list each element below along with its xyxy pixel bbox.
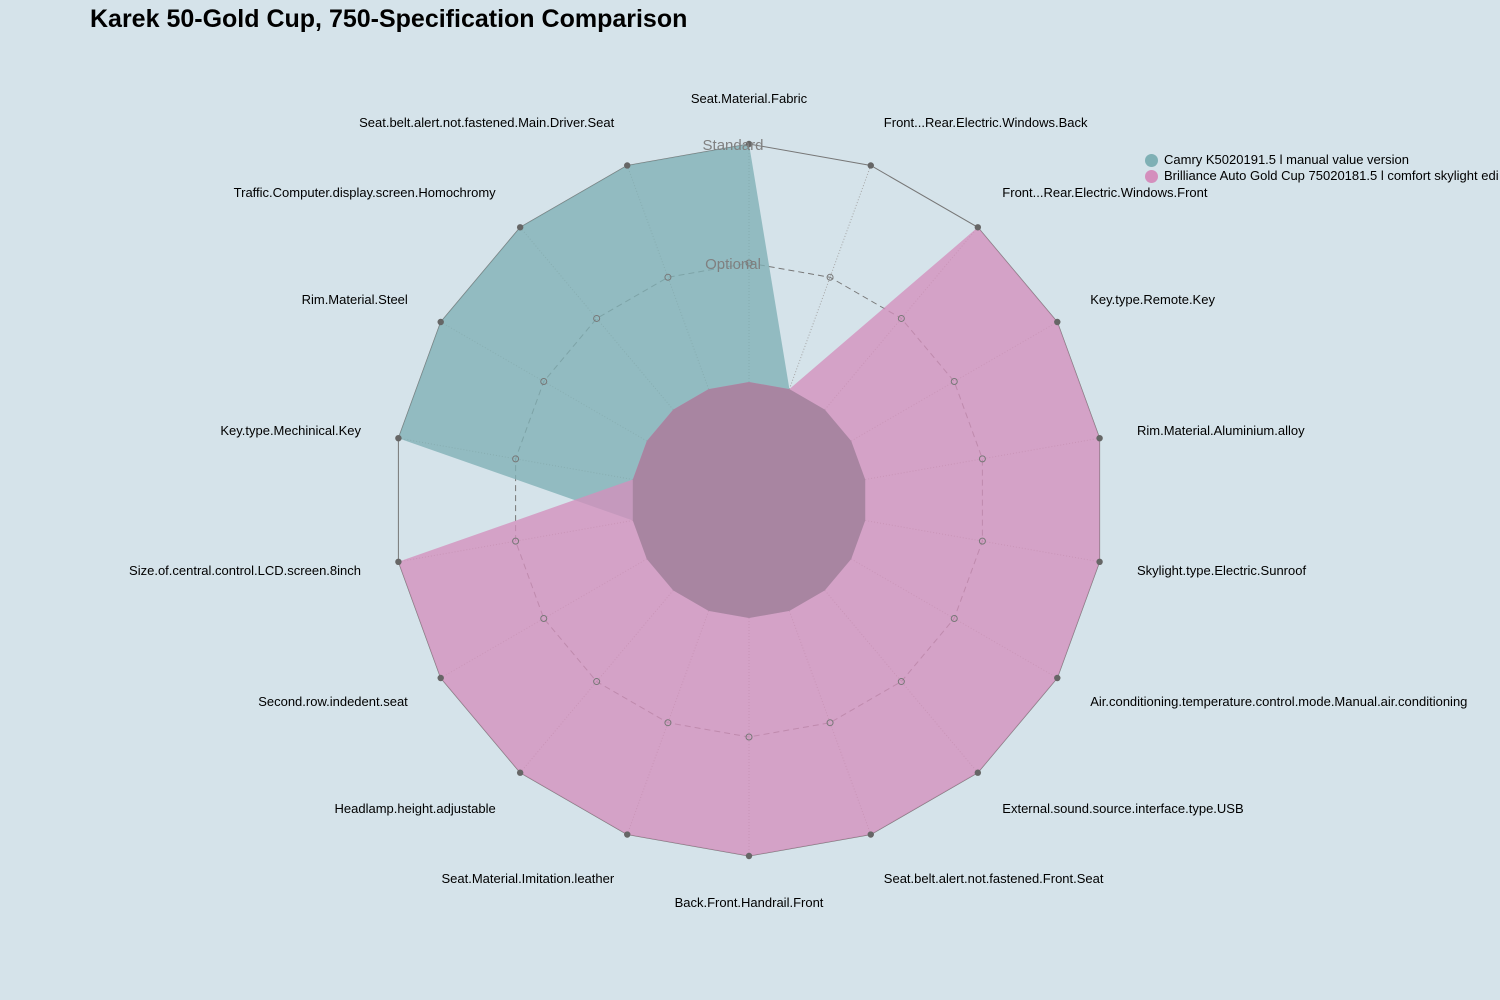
axis-label: External.sound.source.interface.type.USB — [1002, 801, 1243, 816]
grid-point-optional — [950, 615, 958, 622]
grid-point-optional — [978, 455, 986, 463]
grid-point-optional — [540, 615, 548, 622]
grid-point-standard — [437, 318, 444, 326]
grid-point-standard — [1096, 434, 1103, 442]
legend-swatch-series-1 — [1145, 153, 1158, 167]
grid-point-standard — [867, 162, 874, 169]
grid-point-standard — [516, 769, 524, 776]
axis-label: Front...Rear.Electric.Windows.Back — [884, 115, 1088, 130]
grid-point-standard — [624, 162, 631, 169]
grid-point-standard — [745, 140, 753, 148]
legend-swatch-series-2 — [1145, 169, 1158, 183]
grid-point-optional — [897, 314, 905, 322]
level-label-standard: Standard — [703, 137, 764, 154]
axis-label: Second.row.indedent.seat — [258, 694, 408, 709]
axis-label: Rim.Material.Aluminium.alloy — [1137, 423, 1305, 438]
axis-label: Seat.Material.Imitation.leather — [441, 871, 614, 886]
grid-point-optional — [593, 314, 601, 322]
axis-label: Skylight.type.Electric.Sunroof — [1137, 563, 1306, 578]
grid-point-standard — [624, 831, 631, 838]
grid-point-optional — [512, 537, 520, 545]
grid-point-standard — [1054, 318, 1061, 326]
grid-point-optional — [664, 273, 672, 281]
axis-label: Traffic.Computer.display.screen.Homochro… — [234, 185, 497, 200]
grid-point-optional — [540, 378, 548, 385]
level-label-optional: Optional — [705, 256, 761, 273]
chart-title: Karek 50-Gold Cup, 750-Specification Com… — [90, 5, 688, 33]
axis-label: Key.type.Mechinical.Key — [220, 423, 361, 438]
grid-point-optional — [950, 378, 958, 385]
grid-point-optional — [826, 273, 834, 281]
legend-label-series-2: Brilliance Auto Gold Cup 75020181.5 l co… — [1164, 168, 1499, 183]
grid-spoke — [788, 165, 872, 390]
grid-point-optional — [593, 678, 601, 686]
axis-label: Seat.Material.Fabric — [691, 91, 808, 106]
axis-label: Seat.belt.alert.not.fastened.Front.Seat — [884, 871, 1104, 886]
axis-label: Back.Front.Handrail.Front — [675, 895, 824, 910]
axis-label: Size.of.central.control.LCD.screen.8inch — [129, 563, 361, 578]
grid-point-standard — [395, 558, 402, 566]
axis-label: Headlamp.height.adjustable — [335, 801, 496, 816]
grid-point-standard — [974, 224, 982, 231]
axis-label: Seat.belt.alert.not.fastened.Main.Driver… — [359, 115, 614, 130]
legend-item-series-2: Brilliance Auto Gold Cup 75020181.5 l co… — [1145, 168, 1499, 184]
grid-point-optional — [978, 537, 986, 545]
grid-point-standard — [1054, 674, 1061, 682]
grid-point-standard — [974, 769, 982, 776]
grid-point-standard — [395, 434, 402, 442]
axis-label: Key.type.Remote.Key — [1090, 292, 1215, 307]
legend-item-series-1: Camry K5020191.5 l manual value version — [1145, 152, 1499, 168]
grid-point-standard — [1096, 558, 1103, 566]
grid-point-optional — [826, 719, 834, 727]
grid-point-standard — [516, 224, 524, 231]
legend: Camry K5020191.5 l manual value version … — [1145, 152, 1499, 184]
grid-point-optional — [664, 719, 672, 727]
inner-hole — [632, 382, 866, 618]
grid-point-optional — [745, 733, 753, 741]
grid-point-optional — [512, 455, 520, 463]
grid-point-standard — [745, 852, 753, 860]
grid-point-optional — [745, 259, 753, 267]
grid-point-optional — [897, 678, 905, 686]
axis-label: Air.conditioning.temperature.control.mod… — [1090, 694, 1467, 709]
grid-point-standard — [437, 674, 444, 682]
legend-label-series-1: Camry K5020191.5 l manual value version — [1164, 152, 1409, 167]
grid-point-standard — [867, 831, 874, 838]
axis-label: Front...Rear.Electric.Windows.Front — [1002, 185, 1208, 200]
axis-label: Rim.Material.Steel — [302, 292, 408, 307]
